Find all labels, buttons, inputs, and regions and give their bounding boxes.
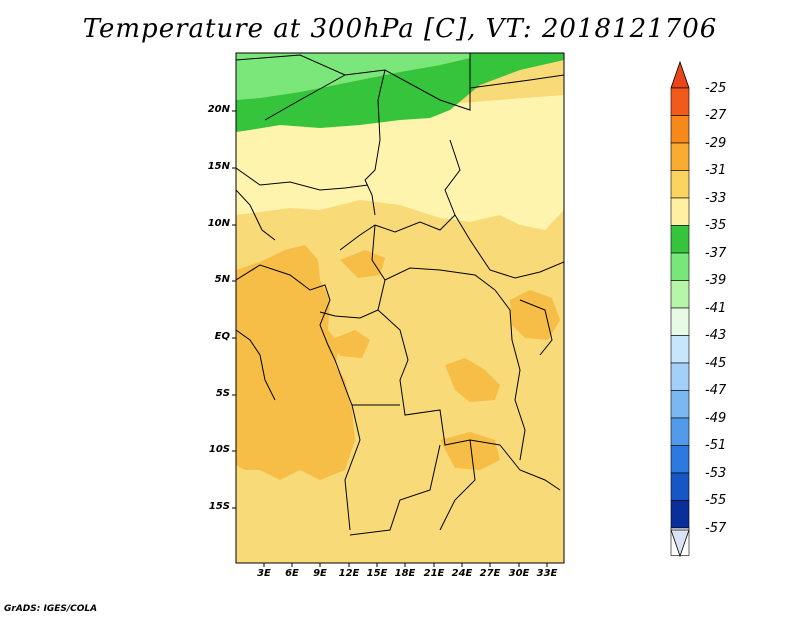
field-warm-center: [445, 358, 500, 402]
y-label-15s: 15S: [208, 501, 230, 512]
colorbar-label: -51: [705, 438, 727, 453]
colorbar-label: -53: [705, 466, 727, 481]
colorbar-label: -49: [705, 411, 727, 426]
x-label-21e: 21E: [423, 568, 445, 579]
map-frame: [235, 52, 565, 564]
y-label-5n: 5N: [214, 274, 230, 285]
colorbar-swatch: [670, 500, 690, 529]
y-label-10s: 10S: [208, 444, 230, 455]
colorbar-label: -31: [705, 163, 727, 178]
colorbar: [670, 60, 690, 558]
colorbar-swatch: [670, 115, 690, 144]
temperature-field: [236, 53, 564, 563]
colorbar-swatch: [670, 142, 690, 171]
colorbar-label: -55: [705, 493, 727, 508]
grads-credit: GrADS: IGES/COLA: [4, 604, 98, 614]
colorbar-swatch: [670, 417, 690, 446]
colorbar-label: -47: [705, 383, 727, 398]
field-warm-north: [340, 250, 385, 278]
colorbar-top-arrow: [670, 60, 690, 89]
x-label-6e: 6E: [285, 568, 299, 579]
y-label-10n: 10N: [207, 218, 230, 229]
x-label-33e: 33E: [536, 568, 558, 579]
colorbar-swatch: [670, 252, 690, 281]
colorbar-label: -27: [705, 108, 727, 123]
field-green-light: [236, 53, 470, 100]
x-label-3e: 3E: [257, 568, 271, 579]
x-label-9e: 9E: [313, 568, 327, 579]
colorbar-label: -39: [705, 273, 727, 288]
chart-title: Temperature at 300hPa [C], VT: 201812170…: [82, 14, 718, 44]
y-label-eq: EQ: [214, 331, 230, 342]
colorbar-label: -43: [705, 328, 727, 343]
colorbar-swatch: [670, 197, 690, 226]
colorbar-swatch: [670, 225, 690, 254]
field-warm-south: [440, 432, 500, 470]
field-warm-west: [236, 245, 355, 480]
colorbar-swatch: [670, 335, 690, 364]
x-label-12e: 12E: [338, 568, 360, 579]
colorbar-label: -37: [705, 246, 727, 261]
colorbar-swatch: [670, 472, 690, 501]
colorbar-label: -25: [705, 81, 727, 96]
y-label-5s: 5S: [215, 388, 230, 399]
colorbar-swatch: [670, 362, 690, 391]
colorbar-label: -57: [705, 521, 727, 536]
colorbar-label: -29: [705, 136, 727, 151]
colorbar-swatch: [670, 87, 690, 116]
colorbar-swatch: [670, 445, 690, 474]
field-warm-lakes: [510, 290, 560, 340]
y-label-20n: 20N: [207, 104, 230, 115]
field-green-dark: [236, 53, 564, 132]
x-label-30e: 30E: [508, 568, 530, 579]
country-borders: [236, 53, 564, 536]
colorbar-bottom-arrow: [670, 529, 690, 558]
colorbar-label: -45: [705, 356, 727, 371]
colorbar-swatch: [670, 390, 690, 419]
colorbar-label: -35: [705, 218, 727, 233]
colorbar-swatch: [670, 280, 690, 309]
x-label-27e: 27E: [479, 568, 501, 579]
y-label-15n: 15N: [207, 161, 230, 172]
colorbar-swatch: [670, 307, 690, 336]
colorbar-swatch: [670, 170, 690, 199]
colorbar-label: -41: [705, 301, 727, 316]
colorbar-label: -33: [705, 191, 727, 206]
x-label-18e: 18E: [394, 568, 416, 579]
x-label-24e: 24E: [451, 568, 473, 579]
field-cool-band: [236, 95, 564, 230]
axis-ticks: [232, 110, 548, 567]
field-warm-patch: [330, 330, 370, 358]
x-label-15e: 15E: [366, 568, 388, 579]
